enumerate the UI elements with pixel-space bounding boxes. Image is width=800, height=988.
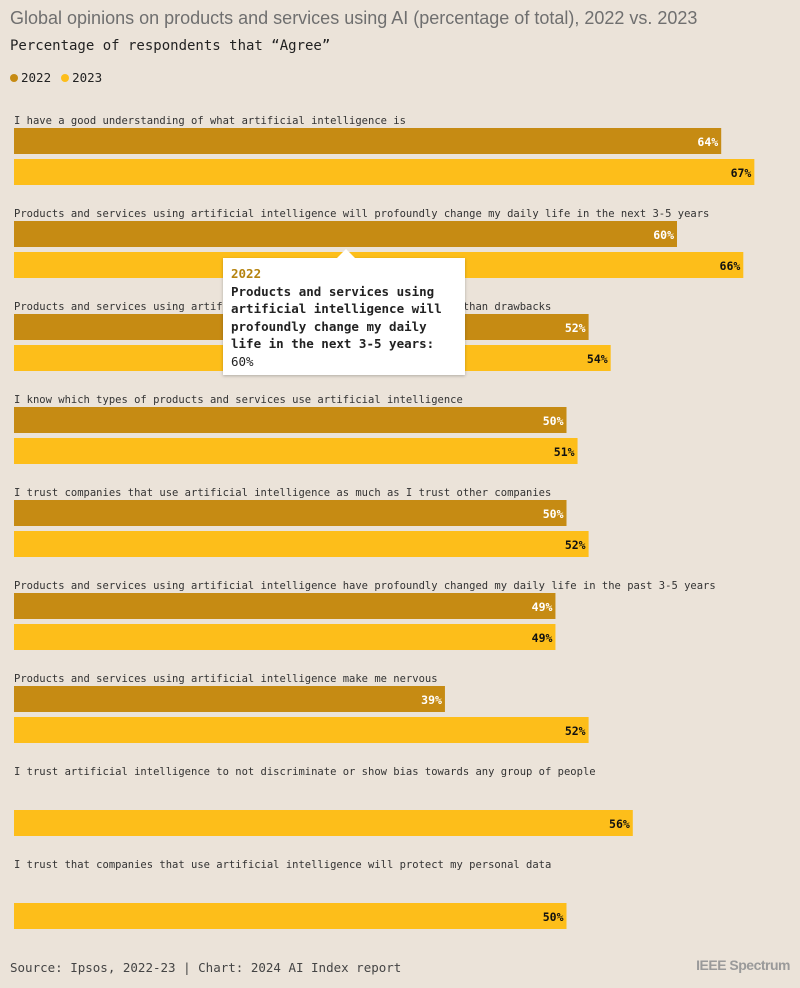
bar-2023[interactable]	[14, 810, 633, 836]
data-label-2023: 67%	[731, 166, 752, 180]
bar-2022[interactable]	[14, 407, 567, 433]
data-label-2022: 60%	[653, 228, 674, 242]
tooltip-value: 60%	[231, 353, 254, 369]
bar-2023[interactable]	[14, 903, 567, 929]
category-label: I trust artificial intelligence to not d…	[14, 766, 596, 778]
legend-item-2022[interactable]: 2022	[10, 70, 51, 85]
category-label: I know which types of products and servi…	[14, 394, 463, 406]
bar-2023[interactable]	[14, 438, 578, 464]
source-note: Source: Ipsos, 2022-23 | Chart: 2024 AI …	[10, 960, 402, 975]
data-label-2022: 50%	[543, 414, 564, 428]
tooltip-year: 2022	[231, 266, 262, 281]
bar-chart: I have a good understanding of what arti…	[14, 115, 755, 929]
data-label-2022: 50%	[543, 507, 564, 521]
bar-2022[interactable]	[14, 593, 556, 619]
bar-2022[interactable]	[14, 221, 677, 247]
category-label: I trust that companies that use artifici…	[14, 859, 551, 871]
data-label-2023: 52%	[565, 538, 586, 552]
category-label: Products and services using artificial i…	[14, 208, 709, 220]
data-label-2023: 52%	[565, 724, 586, 738]
legend-label-2022: 2022	[21, 70, 52, 85]
data-label-2023: 49%	[532, 631, 553, 645]
category-label: Products and services using artificial i…	[14, 673, 438, 685]
data-label-2023: 54%	[587, 352, 608, 366]
legend: 2022 2023	[10, 70, 102, 85]
bar-2022[interactable]	[14, 500, 567, 526]
data-label-2022: 52%	[565, 321, 586, 335]
data-label-2023: 50%	[543, 910, 564, 924]
bar-2023[interactable]	[14, 624, 556, 650]
bar-2023[interactable]	[14, 717, 589, 743]
chart-title: Global opinions on products and services…	[10, 8, 698, 28]
chart-subtitle: Percentage of respondents that “Agree”	[10, 38, 331, 54]
legend-swatch-2023	[61, 73, 70, 82]
data-label-2023: 66%	[720, 259, 741, 273]
category-label: I trust companies that use artificial in…	[14, 487, 551, 499]
brand-logo: IEEE Spectrum	[696, 957, 790, 973]
category-label: Products and services using artificial i…	[14, 580, 716, 592]
data-label-2023: 56%	[609, 817, 630, 831]
data-label-2022: 64%	[697, 135, 718, 149]
tooltip: 2022 Products and services using artific…	[223, 249, 465, 375]
data-label-2022: 39%	[421, 693, 442, 707]
legend-swatch-2022	[10, 73, 18, 82]
legend-label-2023: 2023	[72, 70, 103, 85]
bar-2023[interactable]	[14, 159, 755, 185]
category-label: I have a good understanding of what arti…	[14, 115, 406, 127]
tooltip-text: Products and services using artificial i…	[231, 283, 442, 352]
data-label-2023: 51%	[554, 445, 575, 459]
data-label-2022: 49%	[532, 600, 553, 614]
bar-2022[interactable]	[14, 686, 445, 712]
bar-2022[interactable]	[14, 128, 722, 154]
legend-item-2023[interactable]: 2023	[61, 70, 102, 85]
bar-2023[interactable]	[14, 531, 589, 557]
